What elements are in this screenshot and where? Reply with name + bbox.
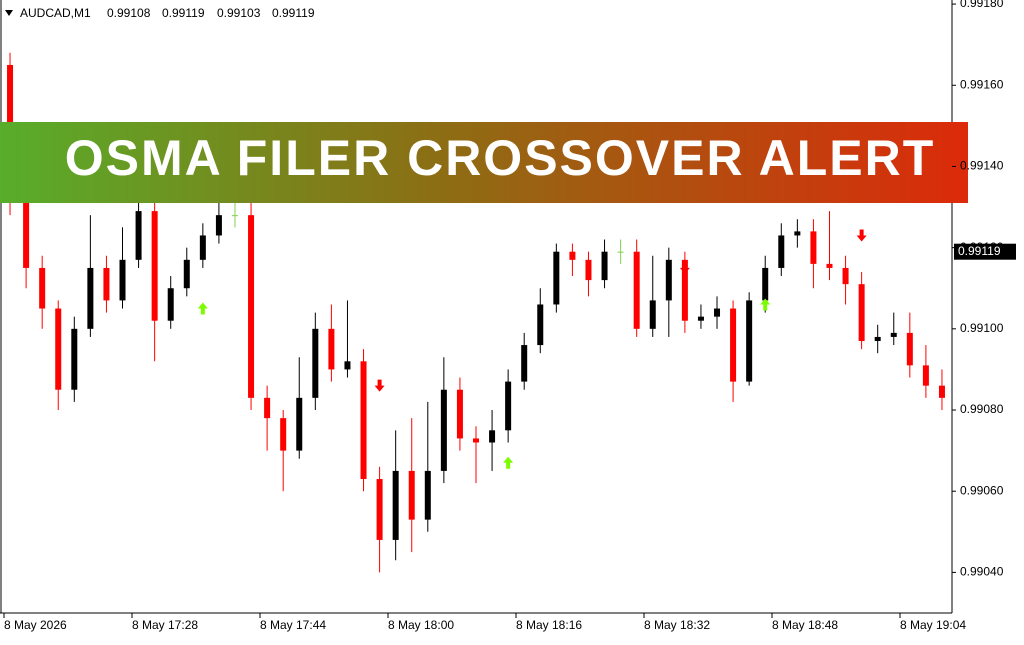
candle-body	[312, 328, 319, 398]
candle-body	[183, 259, 190, 289]
signal-arrow	[760, 298, 771, 311]
x-tick-label: 8 May 18:32	[644, 618, 710, 632]
candle-body	[376, 479, 383, 540]
signal-arrow	[679, 261, 690, 274]
candle-body	[215, 215, 222, 236]
x-tick-label: 8 May 18:48	[772, 618, 838, 632]
x-tick-label: 8 May 2026	[4, 618, 67, 632]
candle-body	[328, 328, 335, 370]
candle-body	[103, 267, 110, 301]
candle-body	[617, 251, 624, 253]
candle-body	[408, 470, 415, 520]
candle-body	[521, 345, 528, 382]
candle-body	[874, 336, 881, 342]
candle-body	[890, 332, 897, 337]
candle-body	[167, 288, 174, 321]
candle-body	[858, 284, 865, 342]
candle-body	[794, 231, 801, 236]
signal-arrow	[503, 456, 514, 469]
header-close: 0.99119	[272, 6, 315, 20]
candle-body	[39, 267, 46, 309]
signal-arrow	[856, 229, 867, 242]
candle-body	[71, 328, 78, 390]
candle-body	[537, 304, 544, 346]
candle-body	[906, 332, 913, 366]
y-tick-label: 0.99080	[960, 402, 1004, 416]
plot	[7, 52, 945, 573]
y-tick-label: 0.99040	[960, 565, 1004, 579]
candle-body	[456, 389, 463, 439]
candle-body	[922, 365, 929, 386]
candle-body	[151, 211, 158, 321]
signal-arrow	[197, 302, 208, 315]
candle-body	[697, 316, 704, 321]
header-open: 0.99108	[107, 6, 151, 20]
header-low: 0.99103	[217, 6, 261, 20]
x-tick-label: 8 May 18:16	[516, 618, 582, 632]
candle-body	[119, 259, 126, 301]
candle-body	[248, 215, 255, 398]
chart-title: OSMA FILER CROSSOVER ALERT	[65, 130, 936, 186]
candle-body	[135, 211, 142, 260]
candle-body	[762, 267, 769, 301]
x-tick-label: 8 May 17:44	[260, 618, 326, 632]
candle-body	[633, 251, 640, 329]
candle-body	[199, 235, 206, 260]
candle-body	[553, 251, 560, 305]
y-tick-label: 0.99100	[960, 321, 1004, 335]
candle-body	[665, 259, 672, 301]
y-tick-label: 0.99180	[960, 0, 1004, 10]
header-symbol: AUDCAD,M1	[20, 6, 91, 20]
candle-body	[489, 430, 496, 443]
candle-body	[55, 308, 62, 390]
candle-body	[296, 397, 303, 451]
x-tick-label: 8 May 17:28	[132, 618, 198, 632]
candle-body	[87, 267, 94, 329]
price-marker	[954, 243, 1016, 260]
candle-body	[264, 397, 271, 419]
price-marker-label: 0.99119	[958, 244, 1001, 258]
candle-body	[392, 470, 399, 540]
candle-body	[649, 300, 656, 329]
candle-body	[440, 389, 447, 471]
candle-body	[601, 251, 608, 281]
candle-body	[505, 381, 512, 431]
signal-arrow	[374, 379, 385, 392]
candle-body	[730, 308, 737, 382]
y-tick-label: 0.99140	[960, 159, 1004, 173]
candle-body	[23, 198, 30, 268]
header-triangle	[5, 10, 13, 16]
candle-body	[714, 308, 721, 317]
y-tick-label: 0.99060	[960, 483, 1004, 497]
banner	[0, 122, 968, 203]
candle-body	[826, 263, 833, 268]
candle-body	[810, 231, 817, 264]
x-tick-label: 8 May 18:00	[388, 618, 454, 632]
candle-body	[473, 438, 479, 443]
candle-body	[938, 385, 945, 398]
candle-body	[569, 251, 576, 260]
candle-body	[778, 235, 785, 268]
y-tick-label: 0.99160	[960, 77, 1004, 91]
candle-body	[585, 259, 592, 281]
candle-body	[231, 215, 238, 217]
candle-body	[424, 470, 431, 520]
x-tick-label: 8 May 19:04	[900, 618, 966, 632]
candle-body	[746, 300, 753, 382]
header-high: 0.99119	[162, 6, 205, 20]
candle-body	[681, 259, 688, 321]
candle-body	[360, 361, 367, 480]
candle-body	[344, 361, 351, 370]
candle-body	[842, 267, 849, 285]
candle-body	[280, 418, 287, 451]
